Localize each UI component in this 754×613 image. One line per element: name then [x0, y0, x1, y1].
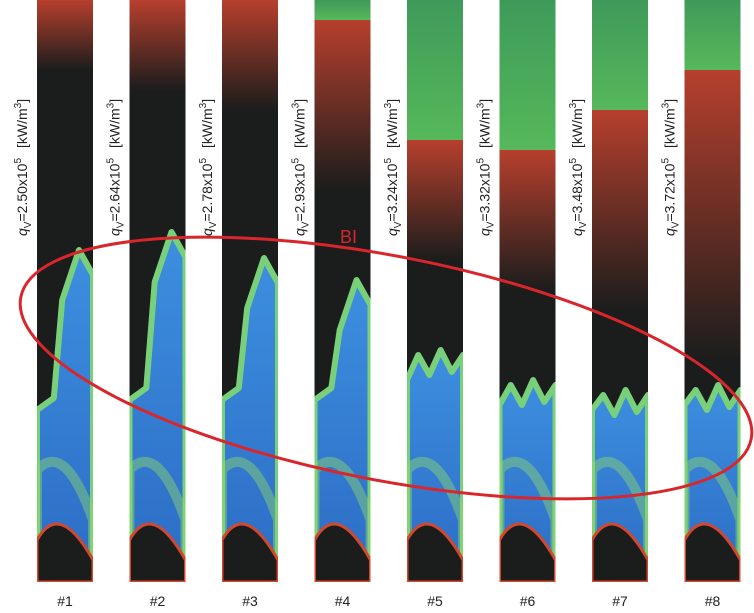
- label-value: =3.48x10: [569, 163, 585, 221]
- label-exponent: 5: [13, 158, 24, 164]
- label-unit: [kW/m: [384, 108, 400, 148]
- image-strip: [222, 0, 278, 582]
- label-subscript: V: [301, 221, 312, 228]
- label-exponent: 5: [476, 158, 487, 164]
- label-symbol: q: [107, 228, 123, 236]
- label-subscript: V: [486, 221, 497, 228]
- strip-number: #4: [335, 593, 351, 609]
- image-strip: [129, 0, 186, 582]
- label-unit: [kW/m: [477, 108, 493, 148]
- label-unit-exponent: 3: [106, 102, 117, 108]
- label-symbol: q: [477, 228, 493, 236]
- label-unit: [kW/m: [292, 108, 308, 148]
- strip-label: qV=2.64x105 [kW/m3]: [106, 99, 127, 236]
- strip-number: #5: [427, 593, 443, 609]
- label-exponent: 5: [198, 158, 209, 164]
- label-unit-exponent: 3: [568, 102, 579, 108]
- label-unit-close: ]: [292, 99, 308, 103]
- label-symbol: q: [384, 228, 400, 236]
- strip-number: #2: [150, 593, 166, 609]
- label-unit: [kW/m: [199, 108, 215, 148]
- label-unit: [kW/m: [14, 108, 30, 148]
- label-unit: [kW/m: [107, 108, 123, 148]
- annotation: BI: [340, 227, 357, 247]
- strip-label: qV=3.32x105 [kW/m3]: [476, 99, 497, 236]
- label-unit-exponent: 3: [198, 102, 209, 108]
- label-unit-close: ]: [662, 99, 678, 103]
- image-strip: [499, 0, 556, 582]
- label-exponent: 5: [291, 158, 302, 164]
- label-unit-close: ]: [384, 99, 400, 103]
- strip-number: #1: [57, 593, 73, 609]
- label-value: =2.78x10: [199, 163, 215, 221]
- label-subscript: V: [116, 221, 127, 228]
- label-unit-exponent: 3: [383, 102, 394, 108]
- label-unit-exponent: 3: [476, 102, 487, 108]
- image-strip: [407, 0, 463, 582]
- label-subscript: V: [208, 221, 219, 228]
- label-subscript: V: [578, 221, 589, 228]
- strip-label: qV=2.93x105 [kW/m3]: [291, 99, 312, 236]
- label-exponent: 5: [568, 158, 579, 164]
- label-unit-exponent: 3: [13, 102, 24, 108]
- strip-label: qV=2.50x105 [kW/m3]: [13, 99, 34, 236]
- label-unit: [kW/m: [569, 108, 585, 148]
- label-value: =2.50x10: [14, 163, 30, 221]
- label-unit-exponent: 3: [661, 102, 672, 108]
- strip-label: qV=3.48x105 [kW/m3]: [568, 99, 589, 236]
- highlight-ellipse: [18, 235, 754, 501]
- label-unit-close: ]: [199, 99, 215, 103]
- strip-number: #6: [520, 593, 536, 609]
- strip-number: #8: [705, 593, 721, 609]
- strip-label: qV=3.24x105 [kW/m3]: [383, 99, 404, 236]
- label-unit-exponent: 3: [291, 102, 302, 108]
- strip-label: qV=2.78x105 [kW/m3]: [198, 99, 219, 236]
- strip-number: #7: [612, 593, 628, 609]
- label-exponent: 5: [106, 158, 117, 164]
- label-unit-close: ]: [107, 99, 123, 103]
- strip-number: #3: [242, 593, 258, 609]
- label-subscript: V: [23, 221, 34, 228]
- label-value: =2.93x10: [292, 163, 308, 221]
- label-symbol: q: [292, 228, 308, 236]
- label-symbol: q: [14, 228, 30, 236]
- label-unit-close: ]: [569, 99, 585, 103]
- label-subscript: V: [671, 221, 682, 228]
- image-strip: [314, 0, 371, 582]
- image-strip: [37, 0, 93, 582]
- image-strip: [592, 0, 648, 582]
- label-value: =3.72x10: [662, 163, 678, 221]
- label-exponent: 5: [661, 158, 672, 164]
- strip-label: qV=3.72x105 [kW/m3]: [661, 99, 682, 236]
- label-unit-close: ]: [14, 99, 30, 103]
- label-exponent: 5: [383, 158, 394, 164]
- label-symbol: q: [199, 228, 215, 236]
- label-value: =2.64x10: [107, 163, 123, 221]
- image-strip: [684, 0, 741, 582]
- label-value: =3.24x10: [384, 163, 400, 221]
- label-unit: [kW/m: [662, 108, 678, 148]
- label-symbol: q: [569, 228, 585, 236]
- label-unit-close: ]: [477, 99, 493, 103]
- label-subscript: V: [393, 221, 404, 228]
- label-symbol: q: [662, 228, 678, 236]
- label-value: =3.32x10: [477, 163, 493, 221]
